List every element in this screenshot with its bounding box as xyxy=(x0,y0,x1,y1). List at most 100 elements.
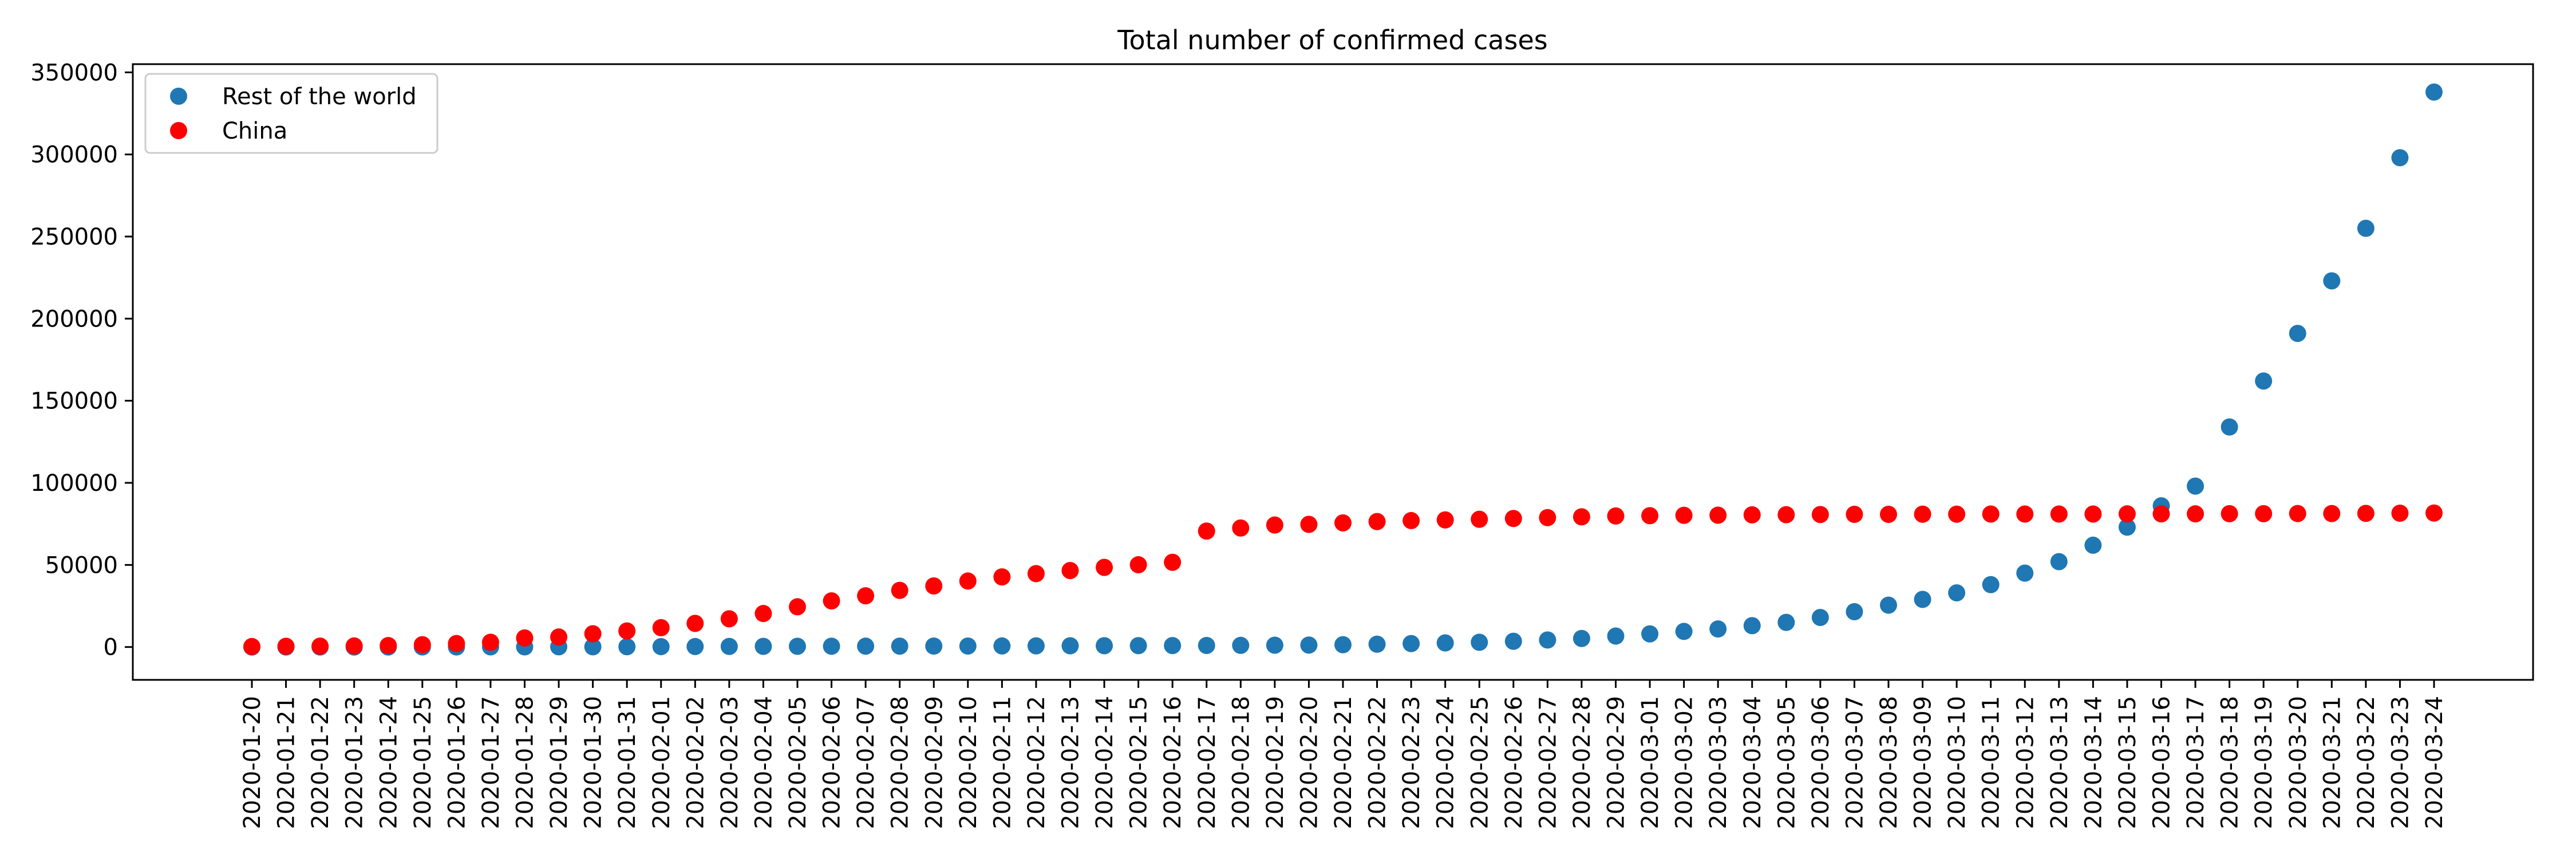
legend-label: China xyxy=(222,118,287,144)
x-axis: 2020-01-20 2020-01-21 2020-01-22 2020-01-23… xyxy=(239,680,2448,829)
x-tick-label: 2020-02-26 xyxy=(1501,696,1527,829)
data-point xyxy=(2084,505,2102,523)
data-point xyxy=(2289,505,2306,522)
x-tick-label: 2020-03-07 xyxy=(1842,696,1868,829)
x-tick-label: 2020-03-23 xyxy=(2387,696,2413,829)
data-point xyxy=(481,633,499,651)
x-tick-label: 2020-03-19 xyxy=(2251,696,2277,829)
x-tick-label: 2020-02-10 xyxy=(955,696,982,829)
x-tick-label: 2020-02-12 xyxy=(1024,696,1050,829)
data-point xyxy=(311,637,329,655)
data-point xyxy=(1164,553,1182,571)
data-point xyxy=(1027,637,1045,655)
data-point xyxy=(584,638,602,656)
data-point xyxy=(2255,505,2273,522)
data-point xyxy=(823,592,840,610)
x-tick-label: 2020-03-13 xyxy=(2046,696,2073,829)
data-point xyxy=(1811,506,1829,524)
data-point xyxy=(345,637,363,655)
data-point xyxy=(413,636,431,654)
x-tick-label: 2020-03-08 xyxy=(1876,696,1902,829)
x-tick-label: 2020-03-24 xyxy=(2421,696,2448,829)
x-tick-label: 2020-01-31 xyxy=(614,696,641,829)
data-point xyxy=(1777,613,1795,631)
chart-title: Total number of confirmed cases xyxy=(1117,25,1547,56)
data-point xyxy=(1504,632,1522,650)
data-point xyxy=(1232,519,1250,537)
data-point xyxy=(1846,506,1863,524)
data-point xyxy=(1096,558,1113,576)
data-point xyxy=(1300,515,1318,533)
x-tick-label: 2020-01-20 xyxy=(239,696,266,829)
data-point xyxy=(1198,636,1215,654)
x-tick-label: 2020-01-27 xyxy=(478,696,504,829)
data-point xyxy=(1948,584,1966,602)
data-point xyxy=(652,619,670,636)
x-tick-label: 2020-03-17 xyxy=(2183,696,2209,829)
data-point xyxy=(1675,623,1693,640)
data-point xyxy=(891,581,908,599)
x-tick-label: 2020-01-28 xyxy=(512,696,539,829)
data-point xyxy=(2187,477,2204,495)
data-point xyxy=(993,568,1011,586)
series-china-points xyxy=(243,504,2443,655)
data-point xyxy=(857,587,875,605)
x-tick-label: 2020-02-28 xyxy=(1569,696,1595,829)
data-point xyxy=(1129,556,1147,574)
x-tick-label: 2020-03-10 xyxy=(1944,696,1970,829)
data-point xyxy=(2221,505,2238,522)
data-point xyxy=(2016,505,2034,523)
data-point xyxy=(1096,637,1113,655)
x-tick-label: 2020-03-15 xyxy=(2115,696,2141,829)
data-point xyxy=(448,635,465,652)
data-point xyxy=(2221,418,2238,436)
data-point xyxy=(2050,553,2068,570)
data-point xyxy=(1914,591,1931,608)
data-point xyxy=(1607,507,1625,525)
data-point xyxy=(1539,509,1556,526)
data-point xyxy=(2084,536,2102,554)
x-tick-label: 2020-01-30 xyxy=(580,696,607,829)
data-point xyxy=(1982,505,2000,523)
data-point xyxy=(1709,506,1727,524)
x-tick-label: 2020-02-19 xyxy=(1262,696,1289,829)
data-point xyxy=(754,637,772,655)
x-tick-label: 2020-02-16 xyxy=(1160,696,1186,829)
x-tick-label: 2020-01-23 xyxy=(342,696,368,829)
x-tick-label: 2020-02-25 xyxy=(1467,696,1493,829)
x-tick-label: 2020-02-17 xyxy=(1194,696,1220,829)
y-tick-label: 0 xyxy=(104,635,118,661)
data-point xyxy=(891,637,908,655)
data-point xyxy=(2425,83,2443,101)
data-point xyxy=(1743,617,1761,635)
y-axis: 0 50000 100000 150000 200000 250000 300000 3500… xyxy=(30,60,133,661)
series-rest-of-the-world-points xyxy=(243,83,2443,656)
x-tick-label: 2020-02-08 xyxy=(887,696,914,829)
x-tick-label: 2020-02-22 xyxy=(1365,696,1391,829)
x-tick-label: 2020-02-04 xyxy=(750,696,777,829)
x-tick-label: 2020-03-09 xyxy=(1910,696,1937,829)
data-point xyxy=(993,637,1011,655)
x-tick-label: 2020-03-05 xyxy=(1773,696,1800,829)
data-point xyxy=(1436,634,1454,652)
data-point xyxy=(1777,506,1795,524)
x-tick-label: 2020-02-24 xyxy=(1433,696,1459,829)
y-tick-label: 100000 xyxy=(30,470,118,497)
data-point xyxy=(925,577,943,595)
data-point xyxy=(618,622,636,640)
data-point xyxy=(380,637,397,655)
data-point xyxy=(2187,505,2204,523)
data-point xyxy=(1539,631,1556,649)
y-tick-label: 200000 xyxy=(30,306,118,332)
data-point xyxy=(243,637,260,655)
x-tick-label: 2020-02-15 xyxy=(1126,696,1152,829)
y-tick-label: 50000 xyxy=(45,552,118,578)
data-point xyxy=(2118,505,2136,523)
data-point xyxy=(1504,510,1522,528)
x-tick-label: 2020-03-21 xyxy=(2319,696,2345,829)
data-point xyxy=(584,625,602,643)
x-tick-label: 2020-03-04 xyxy=(1740,696,1766,829)
x-tick-label: 2020-02-13 xyxy=(1058,696,1084,829)
data-point xyxy=(1061,637,1079,655)
